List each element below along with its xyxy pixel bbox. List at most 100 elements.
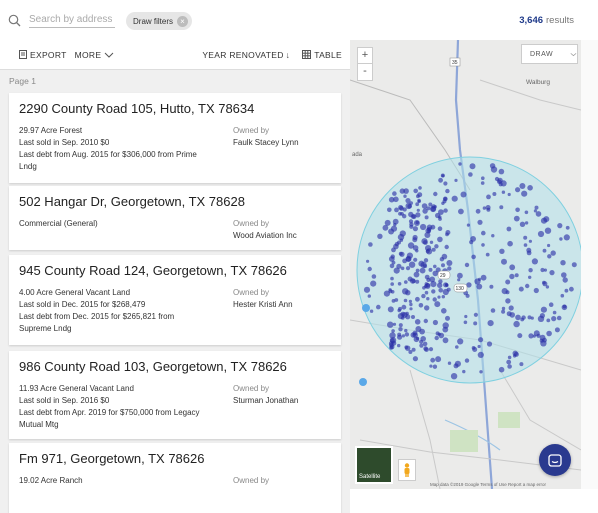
- property-dot[interactable]: [506, 226, 512, 232]
- property-dot[interactable]: [530, 316, 534, 320]
- property-dot[interactable]: [540, 306, 547, 313]
- property-dot[interactable]: [399, 251, 405, 257]
- property-dot[interactable]: [389, 263, 395, 269]
- property-dot[interactable]: [392, 322, 397, 326]
- property-dot[interactable]: [363, 286, 371, 293]
- property-dot[interactable]: [463, 320, 468, 325]
- property-dot[interactable]: [408, 219, 414, 224]
- property-dot[interactable]: [399, 206, 404, 211]
- property-dot[interactable]: [515, 187, 521, 193]
- property-dot[interactable]: [415, 326, 422, 332]
- property-dot[interactable]: [521, 190, 528, 197]
- property-dot[interactable]: [543, 216, 550, 223]
- property-dot[interactable]: [438, 177, 443, 183]
- property-dot[interactable]: [388, 289, 393, 294]
- property-dot[interactable]: [405, 198, 411, 204]
- property-dot[interactable]: [528, 333, 534, 339]
- property-dot[interactable]: [485, 205, 491, 210]
- property-dot[interactable]: [405, 266, 411, 271]
- property-dot[interactable]: [403, 298, 408, 303]
- property-dot[interactable]: [416, 208, 420, 212]
- property-dot[interactable]: [482, 206, 487, 210]
- property-dot[interactable]: [506, 359, 512, 365]
- property-card[interactable]: 945 County Road 124, Georgetown, TX 7862…: [9, 255, 341, 345]
- property-dot[interactable]: [428, 202, 433, 207]
- property-address[interactable]: 502 Hangar Dr, Georgetown, TX 78628: [19, 194, 245, 209]
- property-dot[interactable]: [397, 282, 402, 286]
- property-dot[interactable]: [413, 257, 418, 262]
- property-dot[interactable]: [501, 309, 506, 314]
- property-dot[interactable]: [411, 347, 416, 352]
- property-dot[interactable]: [415, 212, 421, 218]
- property-dot[interactable]: [489, 163, 496, 169]
- property-dot[interactable]: [498, 366, 505, 373]
- property-dot[interactable]: [515, 207, 520, 213]
- property-dot[interactable]: [433, 264, 437, 269]
- property-dot[interactable]: [486, 194, 491, 200]
- property-dot[interactable]: [450, 373, 458, 380]
- property-dot[interactable]: [539, 338, 544, 343]
- property-dot[interactable]: [464, 314, 468, 319]
- property-dot[interactable]: [457, 338, 464, 345]
- property-dot[interactable]: [430, 205, 437, 213]
- property-dot[interactable]: [472, 347, 478, 352]
- property-dot[interactable]: [489, 284, 494, 289]
- property-dot[interactable]: [393, 196, 399, 203]
- property-dot[interactable]: [424, 305, 430, 311]
- property-dot[interactable]: [426, 206, 431, 211]
- map-view[interactable]: ada Walburg 35 29 130 + - DRAW Satellite…: [350, 40, 581, 489]
- property-dot[interactable]: [424, 284, 428, 289]
- property-dot[interactable]: [430, 357, 436, 363]
- property-dot[interactable]: [410, 214, 416, 219]
- property-dot[interactable]: [480, 274, 487, 281]
- property-dot[interactable]: [473, 321, 478, 326]
- property-dot[interactable]: [402, 214, 407, 219]
- property-dot[interactable]: [432, 270, 439, 277]
- property-dot[interactable]: [422, 208, 428, 214]
- property-dot[interactable]: [442, 337, 449, 344]
- property-dot[interactable]: [434, 335, 439, 341]
- property-dot[interactable]: [387, 321, 394, 328]
- property-dot[interactable]: [445, 188, 450, 194]
- property-dot[interactable]: [424, 215, 429, 220]
- property-dot[interactable]: [441, 295, 445, 299]
- property-dot[interactable]: [470, 236, 476, 242]
- property-dot[interactable]: [561, 272, 567, 278]
- property-dot[interactable]: [507, 364, 512, 369]
- property-dot[interactable]: [407, 242, 415, 249]
- property-dot[interactable]: [462, 369, 466, 374]
- property-dot[interactable]: [509, 264, 516, 271]
- property-dot[interactable]: [411, 315, 415, 319]
- property-dot[interactable]: [426, 248, 433, 255]
- property-dot[interactable]: [477, 219, 483, 225]
- property-dot[interactable]: [498, 168, 505, 175]
- property-dot[interactable]: [438, 217, 442, 221]
- property-dot[interactable]: [569, 286, 574, 292]
- property-dot[interactable]: [438, 279, 443, 284]
- property-dot[interactable]: [418, 260, 425, 267]
- property-dot[interactable]: [392, 218, 399, 225]
- property-dot[interactable]: [533, 287, 539, 294]
- property-address[interactable]: 2290 County Road 105, Hutto, TX 78634: [19, 101, 255, 116]
- property-dot[interactable]: [524, 221, 529, 225]
- satellite-toggle[interactable]: Satellite: [355, 446, 393, 484]
- property-dot[interactable]: [447, 266, 452, 271]
- property-dot[interactable]: [434, 301, 441, 308]
- property-dot[interactable]: [523, 235, 528, 240]
- property-dot[interactable]: [468, 172, 473, 177]
- property-dot[interactable]: [403, 188, 409, 194]
- property-dot[interactable]: [552, 310, 557, 315]
- property-dot[interactable]: [549, 270, 555, 276]
- property-dot[interactable]: [445, 315, 450, 321]
- property-dot[interactable]: [454, 178, 458, 182]
- property-dot[interactable]: [481, 243, 485, 247]
- property-dot[interactable]: [443, 181, 448, 186]
- property-dot[interactable]: [412, 226, 418, 232]
- property-dot[interactable]: [513, 320, 520, 328]
- property-dot[interactable]: [394, 207, 399, 213]
- property-dot[interactable]: [514, 273, 519, 278]
- property-dot[interactable]: [393, 243, 399, 250]
- property-dot[interactable]: [523, 243, 528, 247]
- property-dot[interactable]: [415, 202, 420, 207]
- property-dot[interactable]: [432, 319, 438, 326]
